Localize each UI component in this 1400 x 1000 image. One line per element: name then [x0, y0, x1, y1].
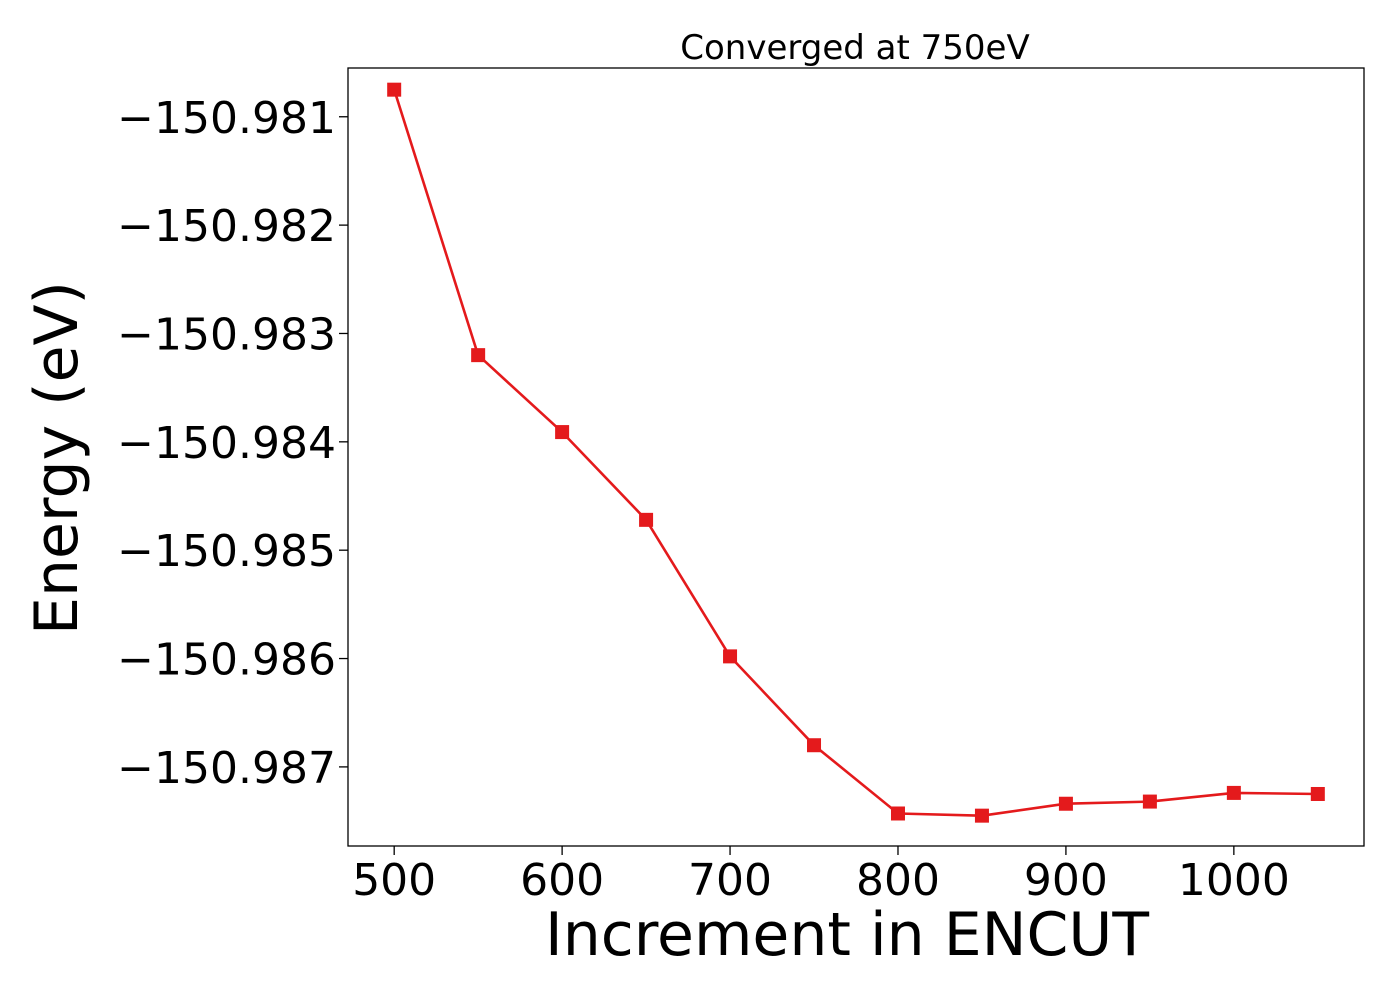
x-axis-label: Increment in ENCUT	[545, 900, 1149, 970]
y-tick-label: −150.985	[117, 526, 336, 577]
plot-area	[347, 67, 1365, 847]
data-point-marker	[471, 348, 486, 363]
data-point-marker	[1226, 785, 1241, 800]
data-point-marker	[1142, 794, 1157, 809]
data-point-marker	[807, 738, 822, 753]
data-point-marker	[1058, 796, 1073, 811]
chart-title: Converged at 750eV	[680, 28, 1029, 68]
x-axis-ticks: 500 600 700 800 900 1000	[352, 846, 1290, 906]
x-tick-label: 600	[520, 855, 604, 906]
data-point-marker	[639, 512, 654, 527]
plot-frame	[347, 67, 1365, 847]
y-tick-label: −150.984	[117, 418, 336, 469]
x-tick-label: 500	[352, 855, 436, 906]
data-point-marker	[723, 649, 738, 664]
x-tick-label: 800	[856, 855, 940, 906]
y-tick-label: −150.987	[117, 743, 336, 794]
data-point-marker	[387, 82, 402, 97]
x-tick-label: 1000	[1178, 855, 1290, 906]
y-tick-label: −150.983	[117, 309, 336, 360]
data-point-marker	[974, 808, 989, 823]
y-tick-label: −150.981	[117, 93, 336, 144]
y-tick-label: −150.986	[117, 635, 336, 686]
y-axis-label: Energy (eV)	[22, 281, 92, 635]
data-point-marker	[1310, 786, 1325, 801]
series-line	[392, 89, 1318, 818]
x-tick-label: 700	[688, 855, 772, 906]
x-tick-label: 900	[1024, 855, 1108, 906]
data-point-marker	[890, 806, 905, 821]
y-axis-ticks: −150.981 −150.982 −150.983 −150.984 −150.985…	[117, 93, 348, 794]
data-point-marker	[555, 425, 570, 440]
y-tick-label: −150.982	[117, 201, 336, 252]
